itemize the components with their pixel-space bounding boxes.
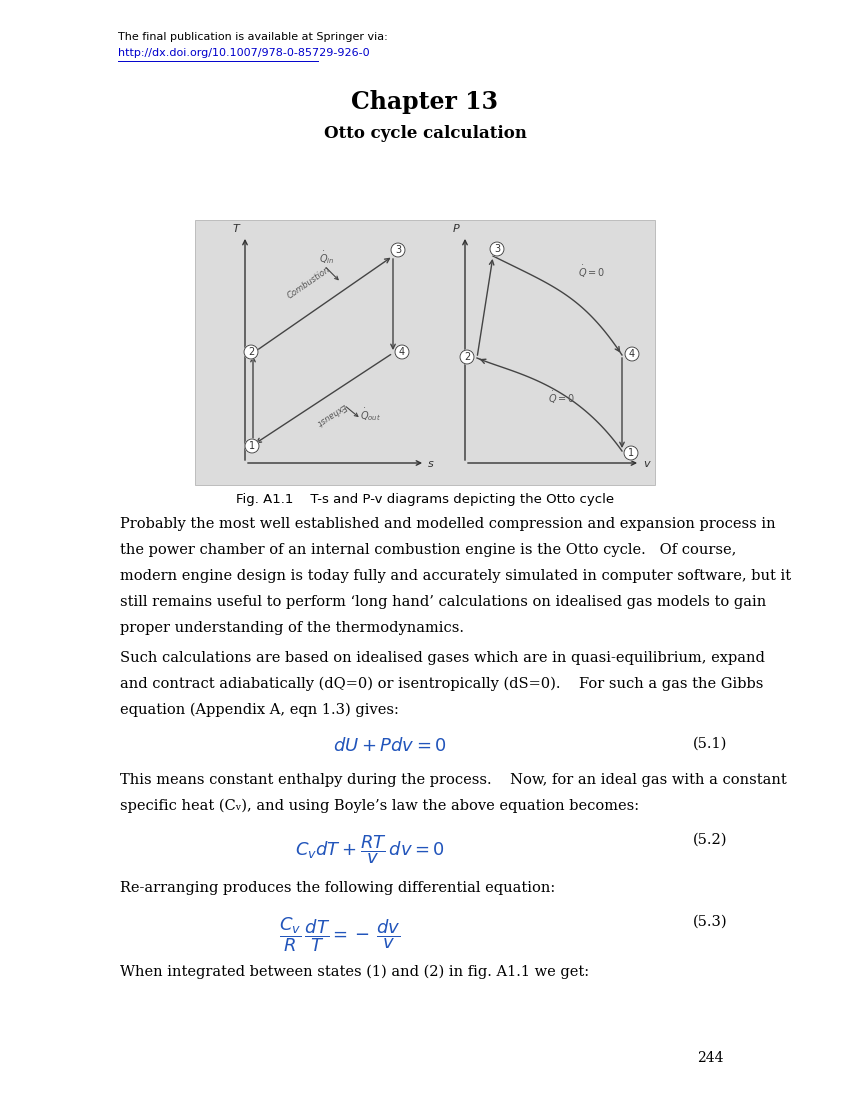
Text: (5.2): (5.2) (693, 833, 728, 847)
Circle shape (244, 345, 258, 359)
Text: Exhaust: Exhaust (314, 402, 348, 427)
Text: Combustion: Combustion (286, 265, 332, 300)
Text: 4: 4 (399, 346, 405, 358)
Text: Otto cycle calculation: Otto cycle calculation (324, 125, 526, 142)
Text: $\dot{Q}_{in}$: $\dot{Q}_{in}$ (320, 250, 335, 266)
Text: 3: 3 (395, 245, 401, 255)
Text: Re-arranging produces the following differential equation:: Re-arranging produces the following diff… (120, 881, 555, 895)
Text: T: T (233, 224, 240, 234)
Text: 3: 3 (494, 244, 500, 254)
Text: modern engine design is today fully and accurately simulated in computer softwar: modern engine design is today fully and … (120, 569, 791, 583)
Text: P: P (452, 224, 459, 234)
Text: s: s (428, 459, 434, 469)
Text: 4: 4 (629, 349, 635, 359)
Text: and contract adiabatically (dQ=0) or isentropically (dS=0).    For such a gas th: and contract adiabatically (dQ=0) or ise… (120, 676, 763, 692)
Text: Probably the most well established and modelled compression and expansion proces: Probably the most well established and m… (120, 517, 775, 531)
Text: still remains useful to perform ‘long hand’ calculations on idealised gas models: still remains useful to perform ‘long ha… (120, 595, 766, 609)
Text: When integrated between states (1) and (2) in fig. A1.1 we get:: When integrated between states (1) and (… (120, 965, 589, 979)
Circle shape (245, 439, 259, 453)
Text: 2: 2 (248, 346, 254, 358)
Text: The final publication is available at Springer via:: The final publication is available at Sp… (118, 32, 388, 42)
Text: 1: 1 (249, 441, 255, 451)
Circle shape (625, 346, 639, 361)
FancyBboxPatch shape (195, 220, 655, 485)
Text: $\dot{Q}=0$: $\dot{Q}=0$ (547, 390, 575, 406)
Text: Such calculations are based on idealised gases which are in quasi-equilibrium, e: Such calculations are based on idealised… (120, 651, 765, 666)
Text: This means constant enthalpy during the process.    Now, for an ideal gas with a: This means constant enthalpy during the … (120, 773, 787, 786)
Text: $\dot{Q}=0$: $\dot{Q}=0$ (578, 264, 605, 279)
Text: (5.1): (5.1) (693, 737, 728, 751)
Circle shape (490, 242, 504, 256)
Text: v: v (643, 459, 649, 469)
Text: $dU + Pdv = 0$: $dU + Pdv = 0$ (333, 737, 447, 755)
Text: 244: 244 (697, 1050, 723, 1065)
Text: proper understanding of the thermodynamics.: proper understanding of the thermodynami… (120, 621, 464, 635)
Text: Fig. A1.1    T-s and P-v diagrams depicting the Otto cycle: Fig. A1.1 T-s and P-v diagrams depicting… (236, 493, 614, 506)
Text: $C_v dT + \dfrac{RT}{v}\,dv = 0$: $C_v dT + \dfrac{RT}{v}\,dv = 0$ (295, 833, 445, 866)
Text: 1: 1 (628, 448, 634, 458)
Text: http://dx.doi.org/10.1007/978-0-85729-926-0: http://dx.doi.org/10.1007/978-0-85729-92… (118, 48, 370, 58)
Text: Chapter 13: Chapter 13 (352, 90, 498, 114)
Circle shape (395, 345, 409, 359)
Text: (5.3): (5.3) (693, 915, 728, 930)
Text: 2: 2 (464, 352, 470, 362)
Text: the power chamber of an internal combustion engine is the Otto cycle.   Of cours: the power chamber of an internal combust… (120, 543, 736, 557)
Circle shape (624, 446, 638, 460)
Text: specific heat (Cᵥ), and using Boyle’s law the above equation becomes:: specific heat (Cᵥ), and using Boyle’s la… (120, 799, 639, 813)
Text: equation (Appendix A, eqn 1.3) gives:: equation (Appendix A, eqn 1.3) gives: (120, 703, 399, 717)
Text: $\dfrac{C_v}{R}\,\dfrac{dT}{T} = -\,\dfrac{dv}{v}$: $\dfrac{C_v}{R}\,\dfrac{dT}{T} = -\,\dfr… (279, 915, 401, 954)
Circle shape (391, 243, 405, 257)
Text: $\dot{Q}_{out}$: $\dot{Q}_{out}$ (360, 406, 382, 422)
Circle shape (460, 350, 474, 364)
